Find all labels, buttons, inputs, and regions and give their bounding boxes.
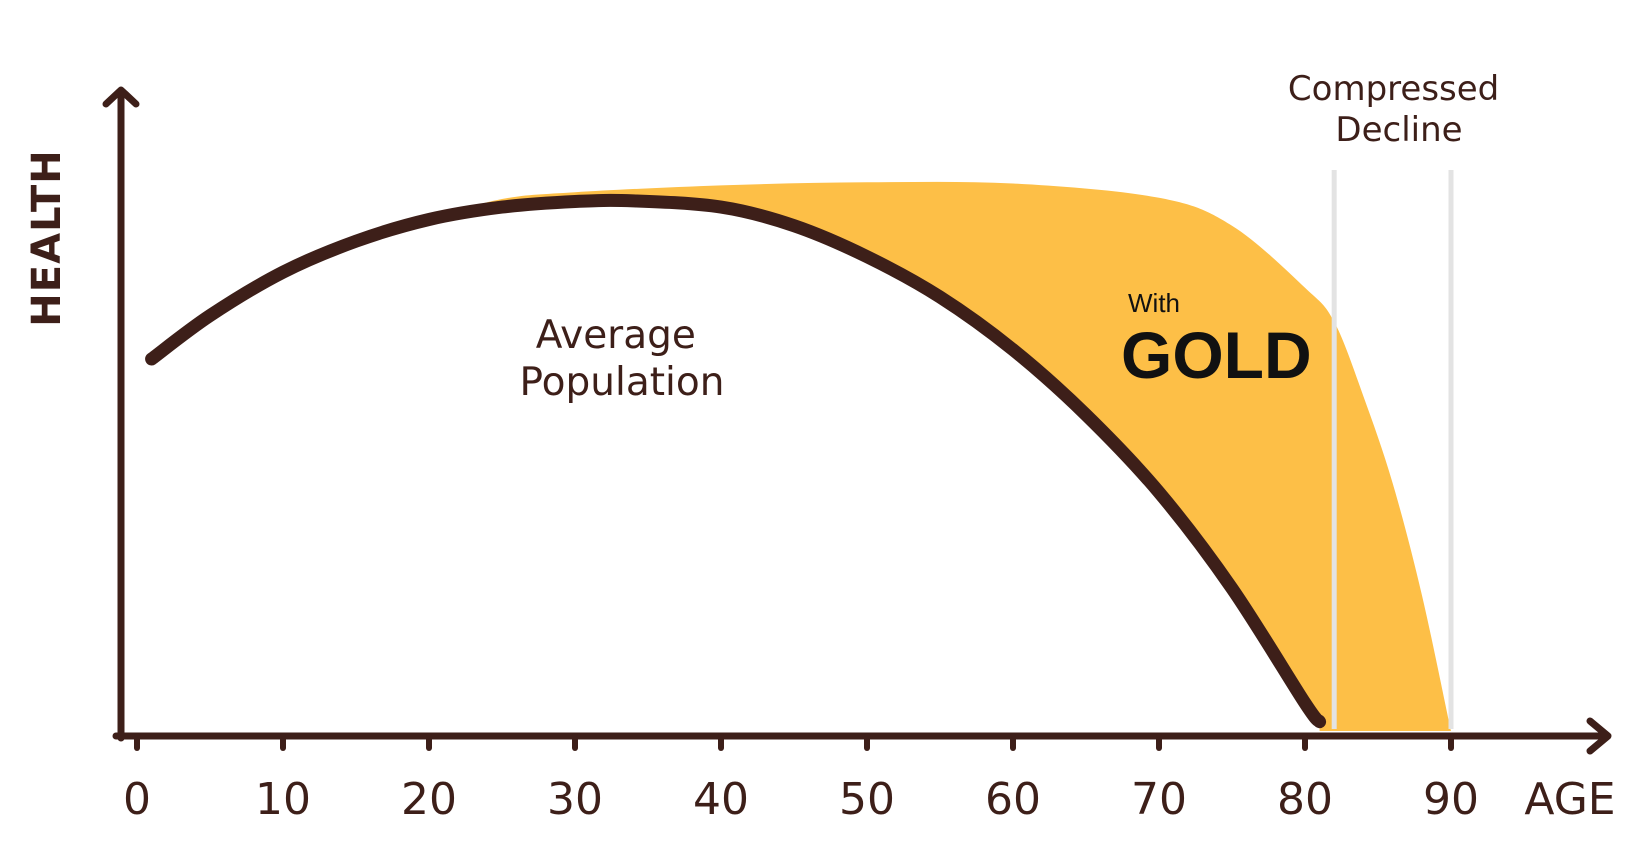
y-axis-arrowhead [102,86,140,108]
x-axis-title: AGE [1524,774,1615,825]
x-tick-label: 40 [693,774,749,825]
average-population-label: Average Population [520,313,725,405]
gold-label-with: With [1128,288,1180,318]
x-tick-label: 80 [1277,774,1333,825]
compressed-label-line-1: Compressed [1288,69,1499,109]
y-axis-title: HEALTH [24,149,70,326]
x-tick-label: 70 [1131,774,1187,825]
average-population-line [145,193,1327,729]
x-tick-label: 30 [547,774,603,825]
axes [102,86,1612,755]
compressed-label-line-2: Decline [1335,110,1462,150]
average-label-line-1: Average [536,313,696,358]
x-axis-ticks: 0 10 20 30 40 50 60 70 80 90 [123,733,1479,825]
reference-lines [1331,170,1454,729]
x-tick-label: 10 [255,774,311,825]
x-tick-label: 20 [401,774,457,825]
x-tick-label: 0 [123,774,151,825]
gold-label-gold: GOLD [1121,318,1312,392]
compressed-decline-label: Compressed Decline [1288,69,1510,150]
x-tick-label: 60 [985,774,1041,825]
x-axis-arrowhead [1586,717,1612,755]
gold-area [429,181,1451,731]
x-tick-label: 50 [839,774,895,825]
x-tick-label: 90 [1423,774,1479,825]
average-label-line-2: Population [520,360,725,405]
